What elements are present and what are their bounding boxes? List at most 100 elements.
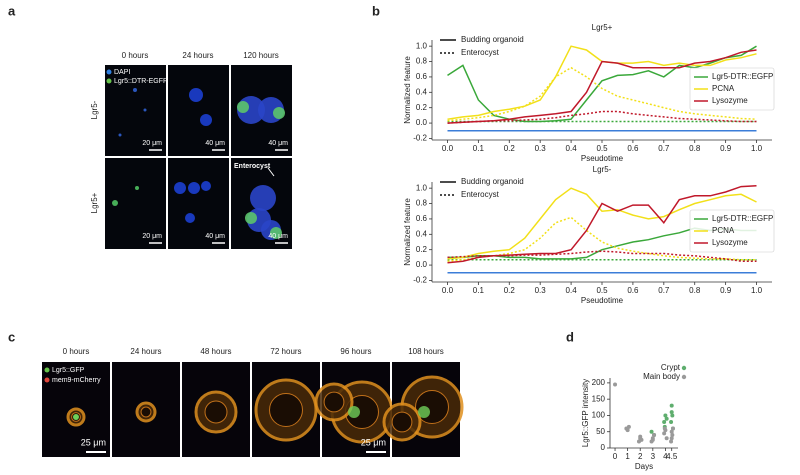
cell — [185, 213, 195, 223]
point — [613, 382, 618, 387]
x-tick-label: 0.7 — [658, 286, 670, 295]
cell — [189, 88, 203, 102]
point — [670, 413, 675, 418]
x-tick-label: 0.1 — [473, 286, 485, 295]
legend-label: Lysozyme — [712, 238, 748, 247]
y-tick-label: 0.6 — [416, 72, 428, 81]
y-tick-label: 0.2 — [416, 245, 428, 254]
x-tick-label: 0.5 — [596, 286, 608, 295]
legend-label: Budding organoid — [461, 177, 524, 186]
scale-label: 40 μm — [205, 233, 225, 240]
x-tick-label: 0.5 — [596, 144, 608, 153]
y-tick-label: 100 — [592, 411, 606, 420]
x-tick-label: 1 — [625, 452, 630, 461]
arrow — [267, 167, 275, 177]
annotation: Enterocyst — [234, 163, 271, 170]
x-tick-label: 1.0 — [751, 144, 763, 153]
cell — [245, 212, 257, 224]
legend-dot — [681, 365, 687, 371]
lumen — [391, 411, 413, 433]
micrograph — [168, 158, 229, 249]
column-label: 96 hours — [340, 347, 371, 356]
cell — [143, 108, 147, 112]
legend-box — [689, 67, 775, 111]
scale-label: 40 μm — [268, 140, 288, 147]
cell — [270, 227, 282, 239]
y-tick-label: 0.0 — [416, 260, 428, 269]
y-tick-label: 1.0 — [416, 41, 428, 50]
scale-label: 25 μm — [81, 437, 106, 447]
point — [669, 439, 674, 444]
point — [669, 419, 674, 424]
gfp-cell — [348, 406, 360, 418]
x-tick-label: 0.4 — [566, 144, 578, 153]
y-tick-label: -0.2 — [413, 276, 427, 285]
point — [649, 429, 654, 434]
point — [669, 410, 674, 415]
cell — [273, 107, 285, 119]
x-tick-label: 0.6 — [627, 144, 639, 153]
column-label: 24 hours — [182, 51, 213, 60]
y-tick-label: 0.6 — [416, 214, 428, 223]
x-tick-label: 0.4 — [566, 286, 578, 295]
point — [670, 426, 675, 431]
series-line — [447, 49, 757, 124]
lumen — [204, 400, 228, 424]
point — [638, 434, 643, 439]
x-axis-label: Pseudotime — [581, 154, 624, 163]
series-line — [447, 216, 757, 262]
x-tick-label: 0.7 — [658, 144, 670, 153]
cell — [133, 88, 137, 92]
x-tick-label: 0.0 — [442, 144, 454, 153]
x-tick-label: 0.1 — [473, 144, 485, 153]
cell — [250, 185, 276, 211]
x-tick-label: 2 — [638, 452, 643, 461]
lumen — [140, 406, 152, 418]
cell — [200, 114, 212, 126]
legend-label: PCNA — [712, 84, 735, 93]
gfp-cell — [418, 406, 430, 418]
y-tick-label: 0 — [601, 443, 606, 452]
micrograph — [168, 65, 229, 156]
scale-label: 40 μm — [205, 140, 225, 147]
column-label: 120 hours — [243, 51, 279, 60]
column-label: 0 hours — [122, 51, 149, 60]
x-tick-label: 0.8 — [689, 144, 701, 153]
panel-label: d — [566, 329, 574, 344]
point — [662, 419, 667, 424]
x-tick-label: 4 — [663, 452, 668, 461]
y-tick-label: 0.8 — [416, 57, 428, 66]
panel-label: b — [372, 3, 380, 18]
x-tick-label: 0.6 — [627, 286, 639, 295]
point — [662, 426, 667, 431]
y-tick-label: 150 — [592, 394, 606, 403]
chart-title: Lgr5- — [593, 165, 612, 174]
legend-dot — [106, 78, 112, 84]
column-label: 48 hours — [200, 347, 231, 356]
gfp-cell — [73, 414, 79, 420]
legend-label: Lysozyme — [712, 96, 748, 105]
cell — [135, 186, 139, 190]
legend-dot — [106, 69, 112, 75]
point — [670, 432, 675, 437]
cell — [174, 182, 186, 194]
legend-label: mem9-mCherry — [52, 377, 101, 384]
y-tick-label: 0.4 — [416, 87, 428, 96]
legend-box — [689, 209, 775, 253]
y-axis-label: Lgr5::GFP intensity — [581, 379, 590, 447]
micrograph — [105, 65, 166, 156]
x-tick-label: 0.0 — [442, 286, 454, 295]
point — [624, 426, 629, 431]
point — [662, 431, 667, 436]
column-label: 0 hours — [63, 347, 90, 356]
point — [669, 429, 674, 434]
x-tick-label: 0.3 — [535, 144, 547, 153]
point — [669, 403, 674, 408]
y-tick-label: 0.4 — [416, 229, 428, 238]
scale-label: 40 μm — [268, 233, 288, 240]
x-tick-label: 0.2 — [504, 144, 516, 153]
x-axis-label: Pseudotime — [581, 296, 624, 305]
point — [664, 436, 669, 441]
x-tick-label: 0.9 — [720, 144, 732, 153]
